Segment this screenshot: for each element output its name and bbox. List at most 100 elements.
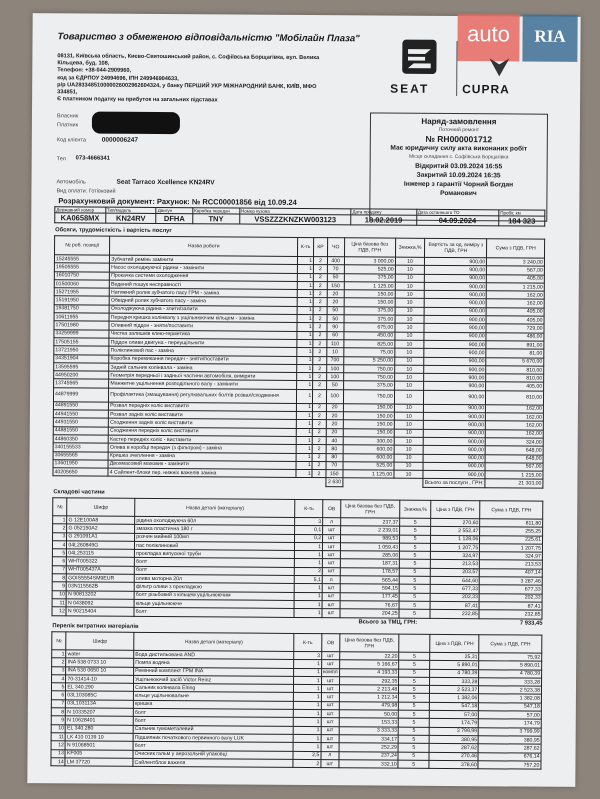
table-cell: LM 37720 (65, 757, 134, 767)
table-cell: 2 (312, 469, 326, 479)
vehicle-value: KA0658MX (54, 212, 106, 224)
table-cell: 9 (52, 582, 67, 591)
table-cell: 5 (398, 735, 430, 744)
table-cell: 70 (325, 461, 343, 470)
table-cell: 1 128,06 (430, 534, 480, 544)
table-cell: 10 (52, 590, 67, 599)
table-cell: 10 (393, 453, 424, 463)
table-cell: 10 (394, 420, 424, 429)
table-cell: 5 890,01 (429, 660, 480, 670)
table-cell: 10 (394, 298, 425, 308)
table-cell: 1 (297, 306, 314, 315)
table-cell: шт (322, 550, 341, 560)
table-cell: 1 (296, 372, 313, 382)
table-cell: 1 (297, 281, 314, 290)
table-cell: 2 (313, 339, 327, 348)
table-cell: 10 (395, 257, 425, 266)
table-cell: 5 (51, 682, 66, 692)
column-header: К-ть (297, 237, 314, 257)
table-cell: 1 (293, 734, 321, 743)
table-cell: 5 (398, 668, 430, 678)
table-cell: шт (321, 651, 340, 661)
table-cell: 10 (394, 331, 425, 341)
table-cell: 1 (297, 256, 314, 265)
table-cell: 2 (51, 658, 67, 667)
table-cell: шт (321, 701, 340, 710)
table-cell: 270,60 (430, 518, 480, 528)
table-cell: 1 (296, 380, 313, 390)
table-cell: 70 (327, 264, 345, 274)
table-cell: 5 (399, 576, 431, 585)
column-header: ОВ (322, 499, 341, 518)
table-cell: 1 (296, 444, 313, 454)
table-cell: 324,97 (430, 551, 480, 561)
table-cell: шт (322, 567, 340, 576)
table-cell: 12 (51, 741, 66, 750)
table-cell: 60 (326, 331, 344, 340)
table-cell: 2 (313, 256, 328, 265)
table-cell: 3 000,00 (344, 256, 396, 266)
column-header: Сума з ПДВ, ГРН (479, 634, 542, 654)
table-cell: 2,5 (293, 750, 321, 760)
column-header: ЧО (327, 237, 345, 257)
table-cell: 57,00 (429, 710, 479, 720)
services-total: 21 303,00 (485, 479, 543, 488)
table-cell: 2 (312, 403, 327, 412)
table-cell: 1 (293, 742, 321, 752)
company-address: 08131, Київська область, Києво-Святошинс… (57, 53, 320, 104)
table-cell: шт (322, 534, 341, 543)
order-box: Наряд-замовлення Поточний ремонт № RH000… (369, 112, 549, 222)
table-cell: 1 (294, 558, 323, 568)
table-cell: 100 (326, 389, 344, 404)
column-header: Ціна базова без ПДВ, ГРН (339, 633, 400, 653)
table-cell: 10 (394, 340, 425, 349)
table-cell: 2 (293, 759, 321, 768)
table-cell: 2 (312, 436, 326, 445)
table-cell: 150 (327, 281, 344, 290)
table-cell: 5 (52, 548, 67, 558)
table-cell: 10 (394, 381, 424, 391)
table-cell: 5 (399, 543, 431, 552)
table-cell: 20 (326, 419, 343, 429)
table-cell: шт (322, 600, 340, 610)
table-cell: 100 (326, 372, 344, 382)
table-cell: 10 (326, 347, 344, 357)
table-cell: 677,33 (430, 584, 480, 594)
table-cell: 80 (325, 444, 343, 454)
table-cell: 20 (326, 298, 344, 307)
parts-table: № Шифр Назва деталі (матеріалу) К-ть ОВ Ціна … (51, 497, 543, 619)
table-cell: 203,57 (430, 568, 480, 577)
autoria-watermark: auto RIA (457, 14, 587, 62)
column-header: Назва деталі (матеріалу) (134, 498, 296, 518)
table-cell: 2 (313, 331, 327, 340)
column-header: Назва деталі (матеріалу) (133, 632, 294, 652)
table-cell: 5,1 (294, 575, 323, 585)
table-cell: 4 (52, 540, 67, 550)
services-total-label: Всього за послуги , ГРН: (423, 478, 486, 488)
seat-logo-icon (402, 39, 437, 74)
table-cell: 10 (394, 356, 425, 366)
column-header: Ціна з ПДВ, ГРН (430, 500, 481, 519)
table-cell: 2 (313, 289, 328, 299)
table-cell: шт (322, 542, 341, 551)
table-cell: 1 (296, 356, 313, 365)
table-cell: 1 (293, 668, 322, 677)
table-cell: 1 (293, 726, 322, 735)
table-cell: 750,00 (343, 389, 395, 404)
table-cell: 1 (296, 347, 314, 357)
table-cell: 232,85 (429, 609, 480, 619)
table-cell: 150,00 (343, 289, 395, 299)
column-header: Шифр (67, 497, 135, 517)
table-cell: 1 (294, 608, 323, 618)
table-cell: 1 (296, 331, 314, 340)
table-cell: 1 (293, 684, 322, 694)
table-cell: 7 (51, 699, 66, 708)
table-cell: 8 (52, 573, 67, 583)
cupra-wordmark: CUPRA (462, 82, 510, 97)
table-cell: шт (321, 659, 340, 669)
cupra-logo-icon (489, 58, 510, 77)
table-cell: 12 (51, 607, 67, 616)
table-cell: 10 (394, 373, 424, 382)
table-cell: 87,41 (430, 601, 480, 610)
table-cell: 810,00 (485, 390, 544, 405)
